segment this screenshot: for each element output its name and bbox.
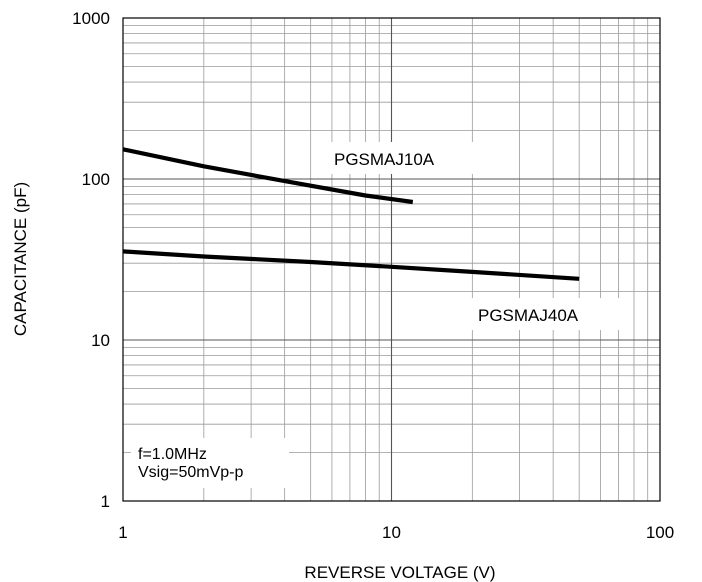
series-layer	[122, 147, 580, 281]
y-tick-label: 10	[91, 331, 110, 350]
series-line-pgsmaj10a	[122, 147, 414, 205]
y-tick-label: 1	[101, 492, 110, 511]
x-axis-title: REVERSE VOLTAGE (V)	[304, 563, 495, 582]
x-tick-label: 10	[382, 523, 401, 542]
note-vsig: Vsig=50mVp-p	[138, 464, 243, 481]
y-tick-label: 1000	[72, 9, 110, 28]
x-tick-label: 1	[118, 523, 127, 542]
grid-major	[123, 18, 660, 501]
series-label-pgsmaj10a: PGSMAJ10A	[334, 150, 435, 169]
series-label-pgsmaj40a-group: PGSMAJ40A	[470, 298, 620, 330]
series-line-pgsmaj40a	[122, 249, 580, 281]
plot-frame	[122, 17, 661, 502]
y-tick-label: 100	[82, 170, 110, 189]
conditions-note: f=1.0MHz Vsig=50mVp-p	[131, 438, 289, 488]
y-tick-labels: 1 10 100 1000	[72, 9, 110, 511]
x-tick-labels: 1 10 100	[118, 523, 674, 542]
note-frequency: f=1.0MHz	[138, 446, 207, 463]
y-axis-title: CAPACITANCE (pF)	[11, 182, 30, 336]
series-label-pgsmaj40a: PGSMAJ40A	[478, 306, 579, 325]
x-tick-label: 100	[646, 523, 674, 542]
series-label-pgsmaj10a-group: PGSMAJ10A	[325, 142, 475, 174]
